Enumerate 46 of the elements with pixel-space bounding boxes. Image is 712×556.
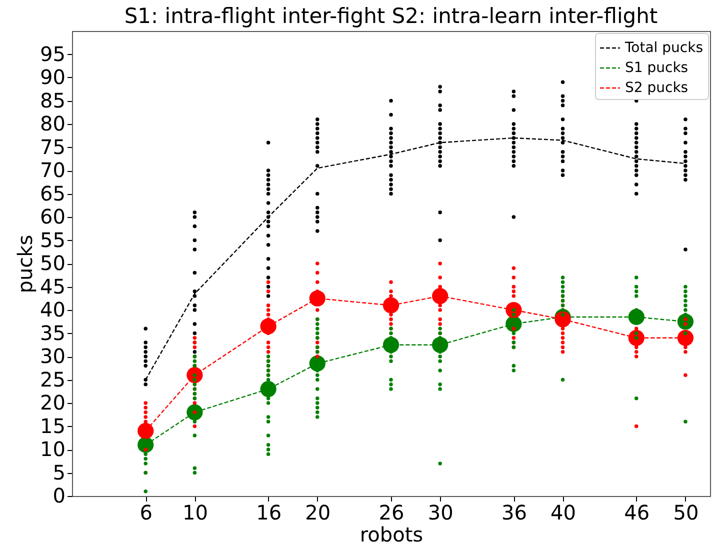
y-tick-label: 15 bbox=[40, 414, 66, 438]
y-tick-label: 5 bbox=[52, 460, 66, 484]
y-tick-label: 70 bbox=[40, 158, 66, 182]
point bbox=[432, 288, 448, 304]
y-tick-label: 80 bbox=[40, 112, 66, 136]
x-tick-label: 46 bbox=[624, 500, 650, 524]
point bbox=[260, 318, 276, 334]
y-axis-title: pucks bbox=[13, 234, 38, 294]
y-tick-label: 60 bbox=[40, 204, 66, 228]
x-tick-label: 10 bbox=[182, 500, 208, 524]
y-tick-label: 55 bbox=[40, 228, 66, 252]
y-tick-label: 95 bbox=[40, 42, 66, 66]
point bbox=[309, 290, 326, 306]
x-tick-label: 36 bbox=[501, 500, 527, 524]
chart-title: S1: intra-flight inter-fight S2: intra-learn inter-flight bbox=[124, 4, 658, 28]
x-tick-label: 30 bbox=[428, 500, 454, 524]
x-tick-label: 50 bbox=[673, 500, 699, 524]
y-tick-label: 85 bbox=[40, 88, 66, 112]
legend-label: S1 pucks bbox=[625, 60, 688, 76]
y-tick-label: 65 bbox=[40, 181, 66, 206]
x-tick-label: 40 bbox=[550, 500, 576, 524]
legend-label: Total pucks bbox=[624, 40, 704, 56]
legend-label: S2 pucks bbox=[625, 80, 688, 96]
point bbox=[186, 404, 203, 420]
x-tick-label: 6 bbox=[140, 500, 152, 524]
y-tick-label: 90 bbox=[40, 65, 66, 89]
point bbox=[628, 308, 644, 326]
y-tick-label: 30 bbox=[40, 344, 66, 368]
x-tick-label: 26 bbox=[378, 500, 404, 524]
x-axis-title: robots bbox=[360, 522, 424, 546]
line-series bbox=[145, 137, 686, 380]
point bbox=[309, 355, 326, 372]
y-tick-label: 50 bbox=[40, 251, 66, 275]
y-tick-label: 45 bbox=[40, 274, 66, 298]
y-tick-label: 20 bbox=[40, 390, 66, 414]
y-tick-label: 40 bbox=[40, 298, 66, 322]
y-tick-label: 10 bbox=[40, 437, 66, 461]
x-tick-label: 16 bbox=[256, 500, 282, 524]
point bbox=[382, 336, 400, 353]
point bbox=[382, 297, 400, 314]
y-tick-label: 0 bbox=[52, 484, 66, 508]
x-tick-label: 20 bbox=[305, 500, 331, 524]
point bbox=[260, 381, 276, 398]
y-tick-label: 75 bbox=[40, 134, 66, 159]
y-tick-label: 35 bbox=[40, 320, 66, 345]
y-tick-label: 25 bbox=[40, 367, 66, 392]
